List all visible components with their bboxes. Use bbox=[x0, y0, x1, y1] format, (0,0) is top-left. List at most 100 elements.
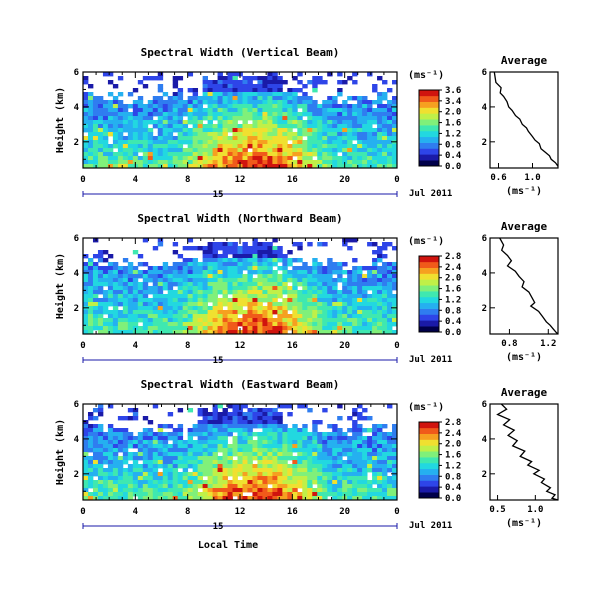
profile-x-tick-label: 0.8 bbox=[501, 339, 517, 349]
profile-y-tick-label: 6 bbox=[482, 400, 487, 410]
colorbar-tick-label: 0.4 bbox=[445, 317, 462, 327]
profile-x-tick-label: 1.0 bbox=[527, 505, 543, 515]
colorbar-tick-label: 0.4 bbox=[445, 151, 462, 161]
x-tick-label: 4 bbox=[133, 507, 139, 517]
x-tick-label: 12 bbox=[235, 341, 246, 351]
colorbar-tick-label: 2.0 bbox=[445, 108, 461, 118]
x-tick-label: 16 bbox=[287, 507, 298, 517]
date-label: Jul 2011 bbox=[409, 189, 452, 199]
profile-line bbox=[493, 71, 559, 167]
y-tick-label: 6 bbox=[74, 234, 79, 244]
x-tick-label: 0 bbox=[394, 341, 399, 351]
y-tick-label: 2 bbox=[74, 304, 79, 314]
profile-y-tick-label: 2 bbox=[482, 138, 487, 148]
y-axis-label: Height (km) bbox=[54, 419, 66, 485]
profile-frame bbox=[489, 403, 559, 501]
colorbar: 2.82.42.01.61.20.80.40.0 bbox=[418, 252, 462, 338]
colorbar: 3.63.42.01.61.20.80.40.0 bbox=[418, 86, 462, 172]
colorbar-tick-label: 2.4 bbox=[445, 263, 462, 273]
x-tick-label: 0 bbox=[80, 341, 85, 351]
y-tick-label: 6 bbox=[74, 68, 79, 78]
x-tick-label: 16 bbox=[287, 175, 298, 185]
panel-title: Spectral Width (Eastward Beam) bbox=[141, 378, 340, 391]
heatmap-cells bbox=[83, 72, 398, 169]
x-tick-label: 8 bbox=[185, 341, 190, 351]
colorbar-tick-label: 0.4 bbox=[445, 483, 462, 493]
colorbar-tick-label: 3.6 bbox=[445, 86, 461, 96]
profile-y-tick-label: 2 bbox=[482, 470, 487, 480]
colorbar-tick-label: 0.8 bbox=[445, 472, 461, 482]
y-tick-label: 4 bbox=[74, 103, 80, 113]
profile-line bbox=[499, 237, 559, 335]
profile-y-tick-label: 4 bbox=[482, 269, 488, 279]
y-tick-label: 6 bbox=[74, 400, 79, 410]
y-tick-label: 2 bbox=[74, 470, 79, 480]
colorbar-tick-label: 0.0 bbox=[445, 162, 461, 172]
profile-unit: (ms⁻¹) bbox=[506, 352, 542, 363]
panel-3: Spectral Width (Eastward Beam)0 4 8 12 16 20 0… bbox=[54, 378, 559, 532]
profile-line bbox=[496, 403, 559, 501]
y-tick-label: 2 bbox=[74, 138, 79, 148]
day-label: 15 bbox=[213, 356, 224, 366]
colorbar-tick-label: 2.4 bbox=[445, 429, 462, 439]
panel-title: Spectral Width (Northward Beam) bbox=[137, 212, 342, 225]
x-tick-label: 16 bbox=[287, 341, 298, 351]
profile-y-tick-label: 6 bbox=[482, 68, 487, 78]
colorbar: 2.82.42.01.61.20.80.40.0 bbox=[418, 418, 462, 504]
profile-x-tick-label: 0.6 bbox=[490, 173, 506, 183]
profile-y-tick-label: 6 bbox=[482, 234, 487, 244]
colorbar-unit: (ms⁻¹) bbox=[408, 70, 444, 81]
heatmap-cells bbox=[83, 404, 398, 501]
x-tick-label: 12 bbox=[235, 175, 246, 185]
profile-x-tick-label: 1.2 bbox=[540, 339, 556, 349]
colorbar-tick-label: 1.6 bbox=[445, 119, 461, 129]
date-label: Jul 2011 bbox=[409, 355, 452, 365]
y-tick-label: 4 bbox=[74, 435, 80, 445]
colorbar-tick-label: 1.2 bbox=[445, 295, 461, 305]
colorbar-tick-label: 1.6 bbox=[445, 451, 461, 461]
y-axis-label: Height (km) bbox=[54, 87, 66, 153]
x-tick-label: 0 bbox=[80, 507, 85, 517]
x-tick-label: 20 bbox=[339, 175, 350, 185]
profile-y-tick-label: 4 bbox=[482, 435, 488, 445]
day-label: 15 bbox=[213, 190, 224, 200]
panel-title: Spectral Width (Vertical Beam) bbox=[141, 46, 340, 59]
colorbar-tick-label: 0.0 bbox=[445, 328, 461, 338]
colorbar-tick-label: 0.8 bbox=[445, 306, 461, 316]
heatmap-cells bbox=[83, 238, 398, 335]
x-tick-label: 0 bbox=[394, 175, 399, 185]
profile-frame bbox=[489, 71, 559, 169]
x-tick-label: 0 bbox=[394, 507, 399, 517]
colorbar-tick-label: 1.2 bbox=[445, 461, 461, 471]
colorbar-unit: (ms⁻¹) bbox=[408, 236, 444, 247]
colorbar-unit: (ms⁻¹) bbox=[408, 402, 444, 413]
x-axis-label: Local Time bbox=[198, 539, 258, 551]
colorbar-tick-label: 0.0 bbox=[445, 494, 461, 504]
profile-title: Average bbox=[501, 220, 548, 233]
x-tick-label: 0 bbox=[80, 175, 85, 185]
colorbar-tick-label: 2.8 bbox=[445, 418, 461, 428]
profile-x-tick-label: 1.0 bbox=[524, 173, 540, 183]
panel-2: Spectral Width (Northward Beam)0 4 8 12 16 20… bbox=[54, 212, 559, 366]
x-tick-label: 4 bbox=[133, 175, 139, 185]
profile-unit: (ms⁻¹) bbox=[506, 518, 542, 529]
day-label: 15 bbox=[213, 522, 224, 532]
panel-1: Spectral Width (Vertical Beam)0 4 8 12 16 20 0… bbox=[54, 46, 559, 200]
profile-title: Average bbox=[501, 386, 548, 399]
x-tick-label: 20 bbox=[339, 341, 350, 351]
y-tick-label: 4 bbox=[74, 269, 80, 279]
x-tick-label: 20 bbox=[339, 507, 350, 517]
x-tick-label: 8 bbox=[185, 175, 190, 185]
colorbar-tick-label: 2.0 bbox=[445, 440, 461, 450]
colorbar-tick-label: 2.8 bbox=[445, 252, 461, 262]
x-tick-label: 4 bbox=[133, 341, 139, 351]
x-tick-label: 12 bbox=[235, 507, 246, 517]
profile-frame bbox=[489, 237, 559, 335]
profile-title: Average bbox=[501, 54, 548, 67]
colorbar-tick-label: 0.8 bbox=[445, 140, 461, 150]
colorbar-tick-label: 1.2 bbox=[445, 129, 461, 139]
colorbar-tick-label: 3.4 bbox=[445, 97, 462, 107]
x-tick-label: 8 bbox=[185, 507, 190, 517]
profile-y-tick-label: 4 bbox=[482, 103, 488, 113]
